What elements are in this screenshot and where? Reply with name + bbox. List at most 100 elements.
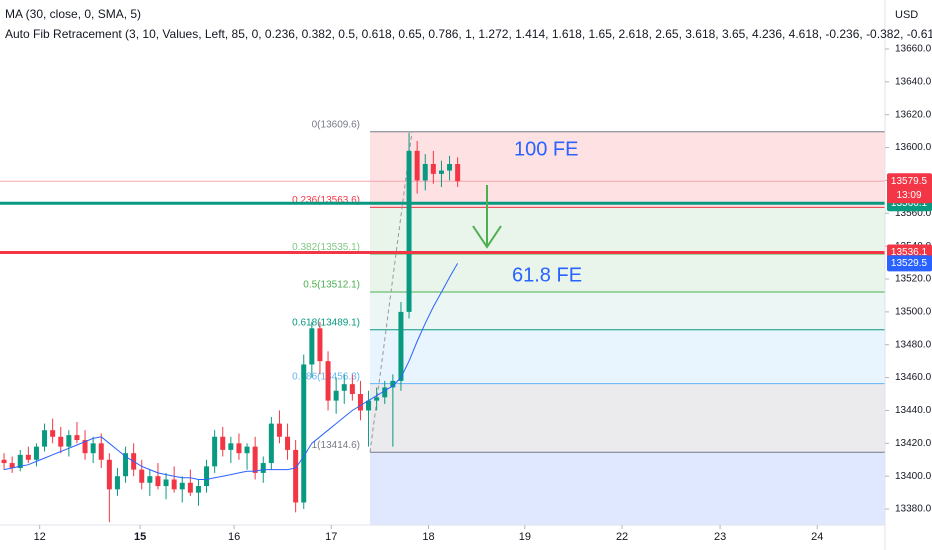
- candle-body: [212, 436, 218, 467]
- candle-body: [123, 453, 129, 477]
- x-tick-label: 22: [616, 531, 628, 543]
- candle-body: [1, 459, 7, 464]
- candle-body: [25, 454, 31, 460]
- y-tick-label: 13640.0: [895, 76, 932, 87]
- candle-body: [236, 443, 242, 454]
- y-tick-label: 13460.0: [895, 372, 932, 383]
- y-tick-label: 13420.0: [895, 438, 932, 449]
- price-tag-label: 13566.1: [891, 198, 928, 209]
- candle-body: [447, 163, 453, 171]
- candle-body: [252, 446, 258, 473]
- price-tag: [887, 173, 932, 204]
- candle-body: [293, 449, 299, 503]
- candle-body: [42, 430, 48, 447]
- plot-area: 0(13609.6) 0.236(13563.6) 0.382(13535.1) 0.…: [0, 119, 885, 525]
- y-tick-label: 13600.0: [895, 142, 932, 153]
- price-tag-label: 13579.5: [891, 176, 928, 187]
- y-tick-label: 13500.0: [895, 307, 932, 318]
- candle-body: [374, 397, 380, 401]
- candle-body: [155, 476, 161, 487]
- candle-body: [357, 394, 363, 411]
- y-tick-label: 13520.0: [895, 274, 932, 285]
- y-tick-label: 13440.0: [895, 405, 932, 416]
- fib-label: 0.618(13489.1): [292, 317, 360, 328]
- fib-zone: [370, 291, 885, 330]
- y-tick-label: 13400.0: [895, 471, 932, 482]
- candle-body: [106, 459, 112, 490]
- price-tag: [887, 255, 932, 272]
- currency: USD: [895, 9, 918, 21]
- candle-body: [228, 443, 234, 450]
- candle-body: [390, 380, 396, 388]
- countdown: 13:09: [896, 190, 921, 201]
- candle-body: [422, 163, 428, 181]
- candle-body: [366, 400, 372, 411]
- fib-label: 0.236(13563.6): [292, 195, 360, 206]
- candle-body: [244, 446, 250, 454]
- x-tick-label: 15: [134, 531, 146, 543]
- candle-body: [163, 479, 169, 487]
- candle-body: [66, 435, 72, 447]
- candle-body: [438, 170, 444, 174]
- candle-body: [220, 436, 226, 450]
- candle-body: [349, 384, 355, 395]
- candle-body: [309, 328, 315, 365]
- candle-body: [74, 435, 80, 441]
- y-tick-label: 13380.0: [895, 504, 932, 515]
- fib-zone: [370, 207, 885, 255]
- ma-legend: MA (30, close, 0, SMA, 5): [5, 7, 141, 21]
- candle-body: [268, 423, 274, 464]
- candle-body: [187, 482, 193, 493]
- y-tick-label: 13480.0: [895, 339, 932, 350]
- candle-body: [98, 443, 104, 460]
- candle-body: [276, 423, 282, 437]
- y-tick-label: 13560.0: [895, 208, 932, 219]
- x-tick-label: 17: [325, 531, 337, 543]
- x-tick-label: 12: [34, 531, 46, 543]
- candle-body: [171, 479, 177, 490]
- x-tick-label: 18: [422, 531, 434, 543]
- candle-body: [50, 430, 56, 437]
- candle-body: [455, 163, 461, 182]
- candle-body: [9, 463, 15, 468]
- price-tag-label: 13536.1: [891, 247, 928, 258]
- price-tag-label: 13529.5: [891, 258, 928, 269]
- candle-body: [285, 436, 291, 450]
- x-tick-label: 16: [228, 531, 240, 543]
- ma-line: [3, 263, 459, 480]
- annotation: 100 FE: [514, 138, 578, 160]
- fib-label: 0.5(13512.1): [303, 280, 360, 291]
- y-tick-label: 13660.0: [895, 44, 932, 55]
- candle-body: [325, 361, 331, 401]
- candle-body: [195, 486, 201, 493]
- y-tick-label: 13620.0: [895, 109, 932, 120]
- fib-zone: [370, 329, 885, 384]
- fib-zone: [370, 254, 885, 292]
- candle-body: [301, 364, 307, 503]
- candle-body: [260, 463, 266, 473]
- candle-body: [398, 311, 404, 381]
- fib-legend: Auto Fib Retracement (3, 10, Values, Lef…: [5, 27, 932, 41]
- fib-zone: [370, 452, 885, 525]
- candle-body: [333, 390, 339, 401]
- candle-body: [406, 150, 412, 312]
- candle-body: [204, 466, 210, 487]
- candle-body: [58, 436, 64, 447]
- candle-body: [90, 443, 96, 454]
- x-tick-label: 19: [519, 531, 531, 543]
- candle-body: [17, 454, 23, 468]
- fib-label: 0.382(13535.1): [292, 242, 360, 253]
- candle-body: [430, 163, 436, 174]
- candle-body: [382, 387, 388, 398]
- candle-body: [33, 446, 39, 460]
- candle-body: [139, 469, 145, 483]
- x-tick-label: 23: [714, 531, 726, 543]
- candle-body: [114, 476, 120, 490]
- candle-body: [341, 384, 347, 391]
- candle-body: [147, 476, 153, 483]
- annotation: 61.8 FE: [512, 264, 582, 286]
- fib-zone: [370, 383, 885, 453]
- arrow: [472, 185, 502, 249]
